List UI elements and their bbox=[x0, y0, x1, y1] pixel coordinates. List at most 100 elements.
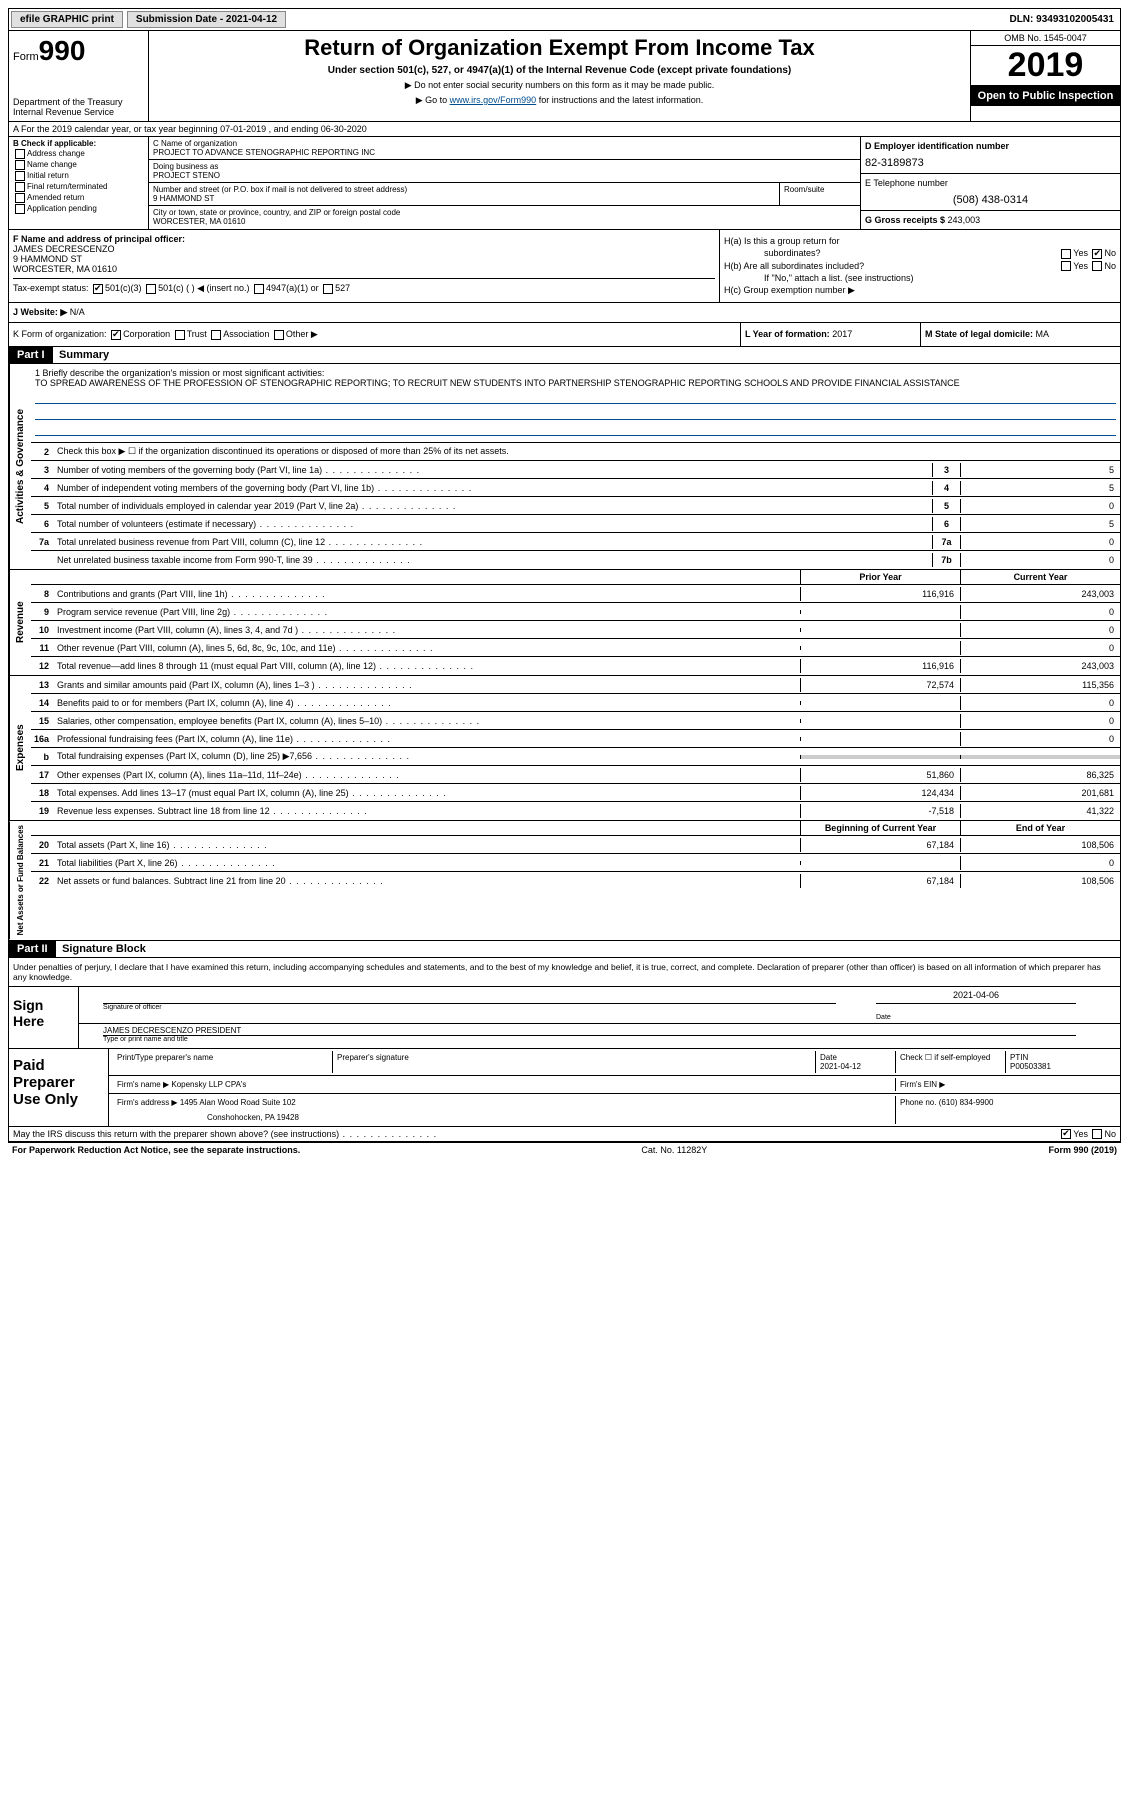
sign-here-label: Sign Here bbox=[9, 987, 79, 1048]
part1-expenses: Expenses 13Grants and similar amounts pa… bbox=[8, 676, 1121, 821]
sig-intro: Under penalties of perjury, I declare th… bbox=[9, 958, 1120, 987]
mission-block: 1 Briefly describe the organization's mi… bbox=[31, 364, 1120, 443]
line-4: 4Number of independent voting members of… bbox=[31, 479, 1120, 497]
chk-trust[interactable] bbox=[175, 330, 185, 340]
signature-block: Under penalties of perjury, I declare th… bbox=[8, 958, 1121, 1127]
prep-name: Print/Type preparer's name bbox=[113, 1051, 333, 1073]
tax-year: 2019 bbox=[971, 46, 1120, 86]
efile-btn[interactable]: efile GRAPHIC print bbox=[11, 11, 123, 28]
public-inspection: Open to Public Inspection bbox=[971, 86, 1120, 106]
chk-527[interactable] bbox=[323, 284, 333, 294]
note-link: ▶ Go to www.irs.gov/Form990 for instruct… bbox=[155, 95, 964, 106]
irs-link[interactable]: www.irs.gov/Form990 bbox=[450, 95, 537, 105]
firm-name: Firm's name ▶ Kopensky LLP CPA's bbox=[113, 1078, 896, 1091]
officer-addr2: WORCESTER, MA 01610 bbox=[13, 264, 715, 274]
part1-revenue: Revenue b Prior Year Current Year 8Contr… bbox=[8, 570, 1121, 676]
part2-header: Part II Signature Block bbox=[8, 941, 1121, 958]
firm-ein: Firm's EIN ▶ bbox=[896, 1078, 1116, 1091]
chk-initial-return[interactable]: Initial return bbox=[13, 171, 144, 181]
line-11: 11Other revenue (Part VIII, column (A), … bbox=[31, 639, 1120, 657]
firm-addr: Firm's address ▶ 1495 Alan Wood Road Sui… bbox=[113, 1096, 896, 1124]
line-20: 20Total assets (Part X, line 16)67,18410… bbox=[31, 836, 1120, 854]
officer-addr1: 9 HAMMOND ST bbox=[13, 254, 715, 264]
dept: Department of the Treasury Internal Reve… bbox=[13, 97, 144, 117]
dba: PROJECT STENO bbox=[153, 171, 856, 180]
rev-colhdr: b Prior Year Current Year bbox=[31, 570, 1120, 585]
officer-name-val: JAMES DECRESCENZO PRESIDENT bbox=[103, 1026, 1076, 1036]
phone: (508) 438-0314 bbox=[865, 194, 1116, 206]
h-c: H(c) Group exemption number ▶ bbox=[724, 285, 1116, 296]
firm-phone: Phone no. (610) 834-9900 bbox=[896, 1096, 1116, 1124]
note-ssn: ▶ Do not enter social security numbers o… bbox=[155, 80, 964, 91]
discuss-no[interactable] bbox=[1092, 1129, 1102, 1139]
chk-corp[interactable] bbox=[111, 330, 121, 340]
prep-date: Date2021-04-12 bbox=[816, 1051, 896, 1073]
dln: DLN: 93493102005431 bbox=[1009, 14, 1118, 25]
paid-preparer-label: Paid Preparer Use Only bbox=[9, 1049, 109, 1126]
line-3: 3Number of voting members of the governi… bbox=[31, 461, 1120, 479]
ptin: PTINP00503381 bbox=[1006, 1051, 1116, 1073]
suite-row: Room/suite bbox=[780, 183, 860, 205]
hb-no[interactable] bbox=[1092, 261, 1102, 271]
chk-assoc[interactable] bbox=[211, 330, 221, 340]
sig-officer-label: Signature of officer bbox=[103, 1004, 836, 1011]
paperwork-notice: For Paperwork Reduction Act Notice, see … bbox=[8, 1142, 1121, 1157]
ha-yes[interactable] bbox=[1061, 249, 1071, 259]
gross-receipts: 243,003 bbox=[948, 215, 981, 225]
org-name-row: C Name of organization PROJECT TO ADVANC… bbox=[149, 137, 860, 160]
part1-governance: Activities & Governance 1 Briefly descri… bbox=[8, 364, 1121, 570]
street: 9 HAMMOND ST bbox=[153, 194, 775, 203]
line-5: 5Total number of individuals employed in… bbox=[31, 497, 1120, 515]
block-bcd: B Check if applicable: Address change Na… bbox=[8, 137, 1121, 230]
chk-final-return[interactable]: Final return/terminated bbox=[13, 182, 144, 192]
ha-no[interactable] bbox=[1092, 249, 1102, 259]
row-a-taxyear: A For the 2019 calendar year, or tax yea… bbox=[8, 122, 1121, 137]
header: Form990 Department of the Treasury Inter… bbox=[8, 31, 1121, 122]
sig-date-label: Date bbox=[876, 1014, 1076, 1021]
city: WORCESTER, MA 01610 bbox=[153, 217, 856, 226]
line-17: 17Other expenses (Part IX, column (A), l… bbox=[31, 766, 1120, 784]
mission-text: TO SPREAD AWARENESS OF THE PROFESSION OF… bbox=[35, 378, 1116, 388]
chk-501c[interactable] bbox=[146, 284, 156, 294]
officer-label: F Name and address of principal officer: bbox=[13, 234, 715, 244]
side-activities: Activities & Governance bbox=[9, 364, 31, 569]
tax-exempt-row: Tax-exempt status: 501(c)(3) 501(c) ( ) … bbox=[13, 278, 715, 294]
chk-name-change[interactable]: Name change bbox=[13, 160, 144, 170]
line-2: 2Check this box ▶ ☐ if the organization … bbox=[31, 443, 1120, 461]
officer-name: JAMES DECRESCENZO bbox=[13, 244, 715, 254]
line-6: 6Total number of volunteers (estimate if… bbox=[31, 515, 1120, 533]
col-b-checkboxes: B Check if applicable: Address change Na… bbox=[9, 137, 149, 229]
discuss-yes[interactable] bbox=[1061, 1129, 1071, 1139]
chk-other[interactable] bbox=[274, 330, 284, 340]
line-9: 9Program service revenue (Part VIII, lin… bbox=[31, 603, 1120, 621]
line-8: 8Contributions and grants (Part VIII, li… bbox=[31, 585, 1120, 603]
chk-amended[interactable]: Amended return bbox=[13, 193, 144, 203]
h-a: H(a) Is this a group return for bbox=[724, 236, 1116, 246]
h-note: If "No," attach a list. (see instruction… bbox=[764, 273, 1116, 283]
part1-netassets: Net Assets or Fund Balances Beginning of… bbox=[8, 821, 1121, 940]
omb: OMB No. 1545-0047 bbox=[971, 31, 1120, 46]
topbar: efile GRAPHIC print Submission Date - 20… bbox=[8, 8, 1121, 31]
discuss-row: May the IRS discuss this return with the… bbox=[8, 1127, 1121, 1143]
chk-app-pending[interactable]: Application pending bbox=[13, 204, 144, 214]
line-: Net unrelated business taxable income fr… bbox=[31, 551, 1120, 569]
line-13: 13Grants and similar amounts paid (Part … bbox=[31, 676, 1120, 694]
line-12: 12Total revenue—add lines 8 through 11 (… bbox=[31, 657, 1120, 675]
ein: 82-3189873 bbox=[865, 157, 1116, 169]
line-10: 10Investment income (Part VIII, column (… bbox=[31, 621, 1120, 639]
hb-yes[interactable] bbox=[1061, 261, 1071, 271]
prep-sig: Preparer's signature bbox=[333, 1051, 816, 1073]
chk-4947[interactable] bbox=[254, 284, 264, 294]
part1-header: Part I Summary bbox=[8, 347, 1121, 364]
line-b: bTotal fundraising expenses (Part IX, co… bbox=[31, 748, 1120, 766]
chk-address-change[interactable]: Address change bbox=[13, 149, 144, 159]
phone-row: E Telephone number (508) 438-0314 bbox=[861, 174, 1120, 211]
ein-row: D Employer identification number 82-3189… bbox=[861, 137, 1120, 174]
chk-501c3[interactable] bbox=[93, 284, 103, 294]
line-15: 15Salaries, other compensation, employee… bbox=[31, 712, 1120, 730]
submission-date: Submission Date - 2021-04-12 bbox=[127, 11, 286, 28]
self-emp: Check ☐ if self-employed bbox=[896, 1051, 1006, 1073]
gross-row: G Gross receipts $ 243,003 bbox=[861, 211, 1120, 229]
line-7a: 7aTotal unrelated business revenue from … bbox=[31, 533, 1120, 551]
line-14: 14Benefits paid to or for members (Part … bbox=[31, 694, 1120, 712]
